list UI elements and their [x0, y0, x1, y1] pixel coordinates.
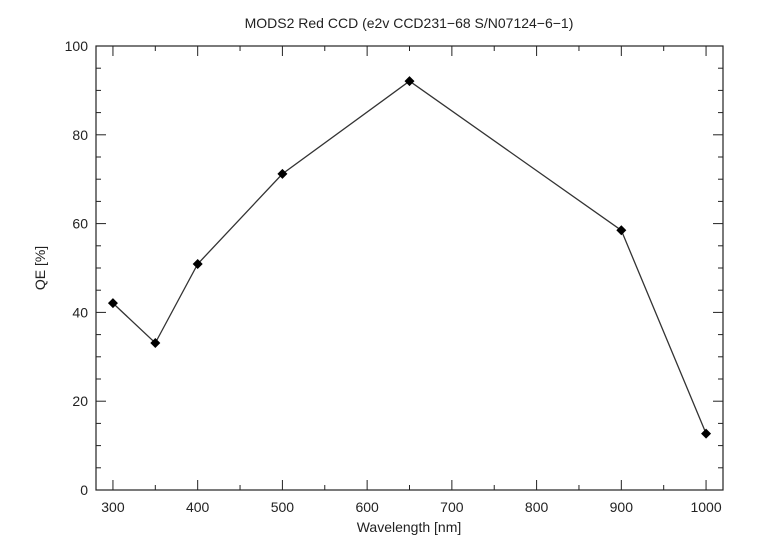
y-tick-label: 0	[80, 482, 88, 498]
data-point-diamond	[192, 259, 203, 270]
series-layer	[107, 76, 712, 439]
series-line	[112, 80, 707, 434]
y-axis-label: QE [%]	[32, 246, 48, 290]
data-point-diamond	[150, 338, 161, 349]
chart-title: MODS2 Red CCD (e2v CCD231−68 S/N07124−6−…	[245, 15, 574, 31]
y-tick-label: 20	[72, 393, 88, 409]
y-tick-label: 40	[72, 304, 88, 320]
data-point-diamond	[701, 428, 712, 439]
axis-ticks	[96, 45, 723, 491]
x-tick-label: 800	[525, 499, 549, 515]
x-tick-label: 400	[186, 499, 210, 515]
data-point-diamond	[107, 298, 118, 309]
x-tick-label: 300	[101, 499, 125, 515]
y-tick-label: 80	[72, 127, 88, 143]
plot-frame	[95, 45, 724, 491]
data-point-diamond	[277, 168, 288, 179]
x-tick-label: 500	[271, 499, 295, 515]
x-tick-label: 1000	[690, 499, 721, 515]
x-axis-label: Wavelength [nm]	[357, 519, 462, 535]
x-tick-label: 700	[440, 499, 464, 515]
y-tick-label: 100	[65, 38, 89, 54]
x-tick-label: 900	[610, 499, 634, 515]
axis-tick-labels: 300 400 500 600 700 800 900 1000 0 20 40 60 80 100	[65, 38, 722, 515]
y-tick-label: 60	[72, 216, 88, 232]
data-point-diamond	[616, 225, 627, 236]
x-tick-label: 600	[355, 499, 379, 515]
data-point-diamond	[404, 76, 415, 87]
